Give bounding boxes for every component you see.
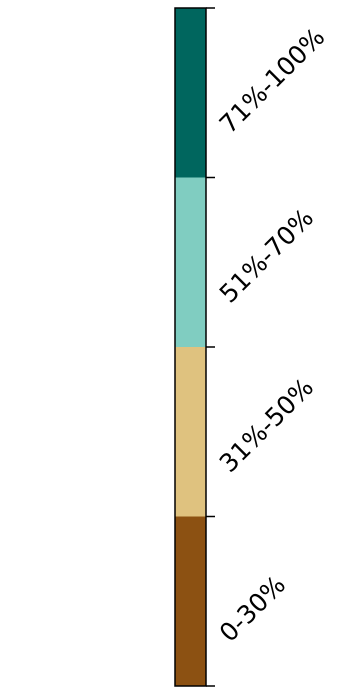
colorbar-ticks [206, 7, 215, 687]
colorbar-segment-2 [175, 347, 206, 517]
colorbar-tick-label: 31%-50% [214, 373, 319, 478]
colorbar-segment-1 [175, 516, 206, 686]
colorbar-segment-3 [175, 177, 206, 347]
colorbar-tick-label: 51%-70% [214, 203, 319, 308]
colorbar-tick-label: 0-30% [214, 570, 291, 647]
colorbar-segment-4 [175, 8, 206, 178]
colorbar-segments [175, 8, 206, 686]
colorbar-tick-labels: 0-30% 31%-50% 51%-70% 71%-100% [214, 22, 331, 647]
colorbar-tick-label: 71%-100% [214, 22, 331, 139]
